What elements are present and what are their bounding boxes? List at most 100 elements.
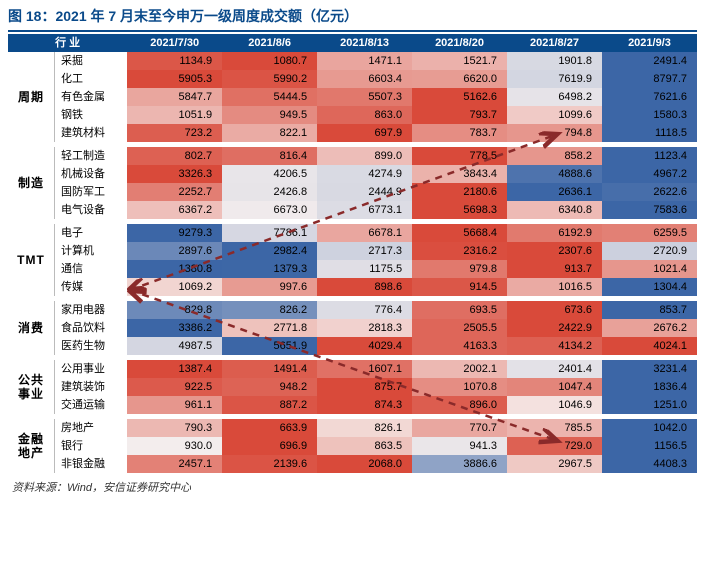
industry-label: 轻工制造 <box>54 147 127 165</box>
value-cell: 863.0 <box>317 106 412 124</box>
value-cell: 4967.2 <box>602 165 697 183</box>
value-cell: 778.5 <box>412 147 507 165</box>
industry-label: 钢铁 <box>54 106 127 124</box>
industry-label: 医药生物 <box>54 337 127 355</box>
value-cell: 2180.6 <box>412 183 507 201</box>
value-cell: 826.2 <box>222 301 317 319</box>
table-row: 食品饮料3386.22771.82818.32505.52422.92676.2 <box>8 319 697 337</box>
industry-label: 交通运输 <box>54 396 127 414</box>
value-cell: 2636.1 <box>507 183 602 201</box>
value-cell: 7621.6 <box>602 88 697 106</box>
value-cell: 5507.3 <box>317 88 412 106</box>
table-row: 建筑材料723.2822.1697.9783.7794.81118.5 <box>8 124 697 142</box>
group-label: TMT <box>8 224 54 296</box>
group-label: 消费 <box>8 301 54 355</box>
value-cell: 1836.4 <box>602 378 697 396</box>
value-cell: 770.7 <box>412 419 507 437</box>
industry-label: 传媒 <box>54 278 127 296</box>
value-cell: 6498.2 <box>507 88 602 106</box>
industry-label: 机械设备 <box>54 165 127 183</box>
col-header-date: 2021/8/13 <box>317 34 412 52</box>
table-row: 电气设备6367.26673.06773.15698.36340.87583.6 <box>8 201 697 219</box>
value-cell: 1901.8 <box>507 52 602 70</box>
value-cell: 2457.1 <box>127 455 222 473</box>
value-cell: 863.5 <box>317 437 412 455</box>
industry-label: 食品饮料 <box>54 319 127 337</box>
value-cell: 802.7 <box>127 147 222 165</box>
industry-label: 房地产 <box>54 419 127 437</box>
table-row: 非银金融2457.12139.62068.03886.62967.54408.3 <box>8 455 697 473</box>
table-row: 建筑装饰922.5948.2875.71070.81047.41836.4 <box>8 378 697 396</box>
value-cell: 1304.4 <box>602 278 697 296</box>
value-cell: 3886.6 <box>412 455 507 473</box>
value-cell: 729.0 <box>507 437 602 455</box>
title-underline <box>8 30 697 32</box>
value-cell: 2444.9 <box>317 183 412 201</box>
value-cell: 4029.4 <box>317 337 412 355</box>
value-cell: 6192.9 <box>507 224 602 242</box>
value-cell: 673.6 <box>507 301 602 319</box>
value-cell: 1379.3 <box>222 260 317 278</box>
value-cell: 4206.5 <box>222 165 317 183</box>
value-cell: 3386.2 <box>127 319 222 337</box>
value-cell: 1521.7 <box>412 52 507 70</box>
value-cell: 1156.5 <box>602 437 697 455</box>
value-cell: 948.2 <box>222 378 317 396</box>
value-cell: 1069.2 <box>127 278 222 296</box>
value-cell: 663.9 <box>222 419 317 437</box>
value-cell: 4408.3 <box>602 455 697 473</box>
value-cell: 2505.5 <box>412 319 507 337</box>
table-row: 制造轻工制造802.7816.4899.0778.5858.21123.4 <box>8 147 697 165</box>
value-cell: 1123.4 <box>602 147 697 165</box>
value-cell: 1047.4 <box>507 378 602 396</box>
industry-label: 建筑材料 <box>54 124 127 142</box>
value-cell: 874.3 <box>317 396 412 414</box>
value-cell: 2717.3 <box>317 242 412 260</box>
table-row: 计算机2897.62982.42717.32316.22307.62720.9 <box>8 242 697 260</box>
value-cell: 1099.6 <box>507 106 602 124</box>
value-cell: 7619.9 <box>507 70 602 88</box>
value-cell: 961.1 <box>127 396 222 414</box>
table-row: 医药生物4987.55651.94029.44163.34134.24024.1 <box>8 337 697 355</box>
title-bar: 图 18：2021 年 7 月末至今申万一级周度成交额（亿元） <box>8 6 697 26</box>
value-cell: 5651.9 <box>222 337 317 355</box>
value-cell: 6603.4 <box>317 70 412 88</box>
value-cell: 6340.8 <box>507 201 602 219</box>
table-row: 金融地产房地产790.3663.9826.1770.7785.51042.0 <box>8 419 697 437</box>
value-cell: 6673.0 <box>222 201 317 219</box>
value-cell: 2720.9 <box>602 242 697 260</box>
table-row: 通信1380.81379.31175.5979.8913.71021.4 <box>8 260 697 278</box>
value-cell: 2771.8 <box>222 319 317 337</box>
industry-label: 家用电器 <box>54 301 127 319</box>
value-cell: 3843.4 <box>412 165 507 183</box>
value-cell: 875.7 <box>317 378 412 396</box>
industry-label: 公用事业 <box>54 360 127 378</box>
value-cell: 2139.6 <box>222 455 317 473</box>
group-label: 金融地产 <box>8 419 54 473</box>
table-row: TMT电子9279.37786.16678.15668.46192.96259.… <box>8 224 697 242</box>
table-row: 国防军工2252.72426.82444.92180.62636.12622.6 <box>8 183 697 201</box>
value-cell: 2252.7 <box>127 183 222 201</box>
value-cell: 2002.1 <box>412 360 507 378</box>
table-row: 公共事业公用事业1387.41491.41607.12002.12401.432… <box>8 360 697 378</box>
value-cell: 783.7 <box>412 124 507 142</box>
value-cell: 1042.0 <box>602 419 697 437</box>
value-cell: 1580.3 <box>602 106 697 124</box>
industry-label: 通信 <box>54 260 127 278</box>
value-cell: 3326.3 <box>127 165 222 183</box>
value-cell: 3231.4 <box>602 360 697 378</box>
value-cell: 1175.5 <box>317 260 412 278</box>
value-cell: 941.3 <box>412 437 507 455</box>
col-header-date: 2021/9/3 <box>602 34 697 52</box>
value-cell: 696.9 <box>222 437 317 455</box>
value-cell: 5847.7 <box>127 88 222 106</box>
group-label: 周期 <box>8 52 54 142</box>
value-cell: 697.9 <box>317 124 412 142</box>
value-cell: 4274.9 <box>317 165 412 183</box>
figure-title: 图 18：2021 年 7 月末至今申万一级周度成交额（亿元） <box>8 6 358 26</box>
value-cell: 7786.1 <box>222 224 317 242</box>
value-cell: 5905.3 <box>127 70 222 88</box>
value-cell: 1046.9 <box>507 396 602 414</box>
table-row: 交通运输961.1887.2874.3896.01046.91251.0 <box>8 396 697 414</box>
value-cell: 6620.0 <box>412 70 507 88</box>
